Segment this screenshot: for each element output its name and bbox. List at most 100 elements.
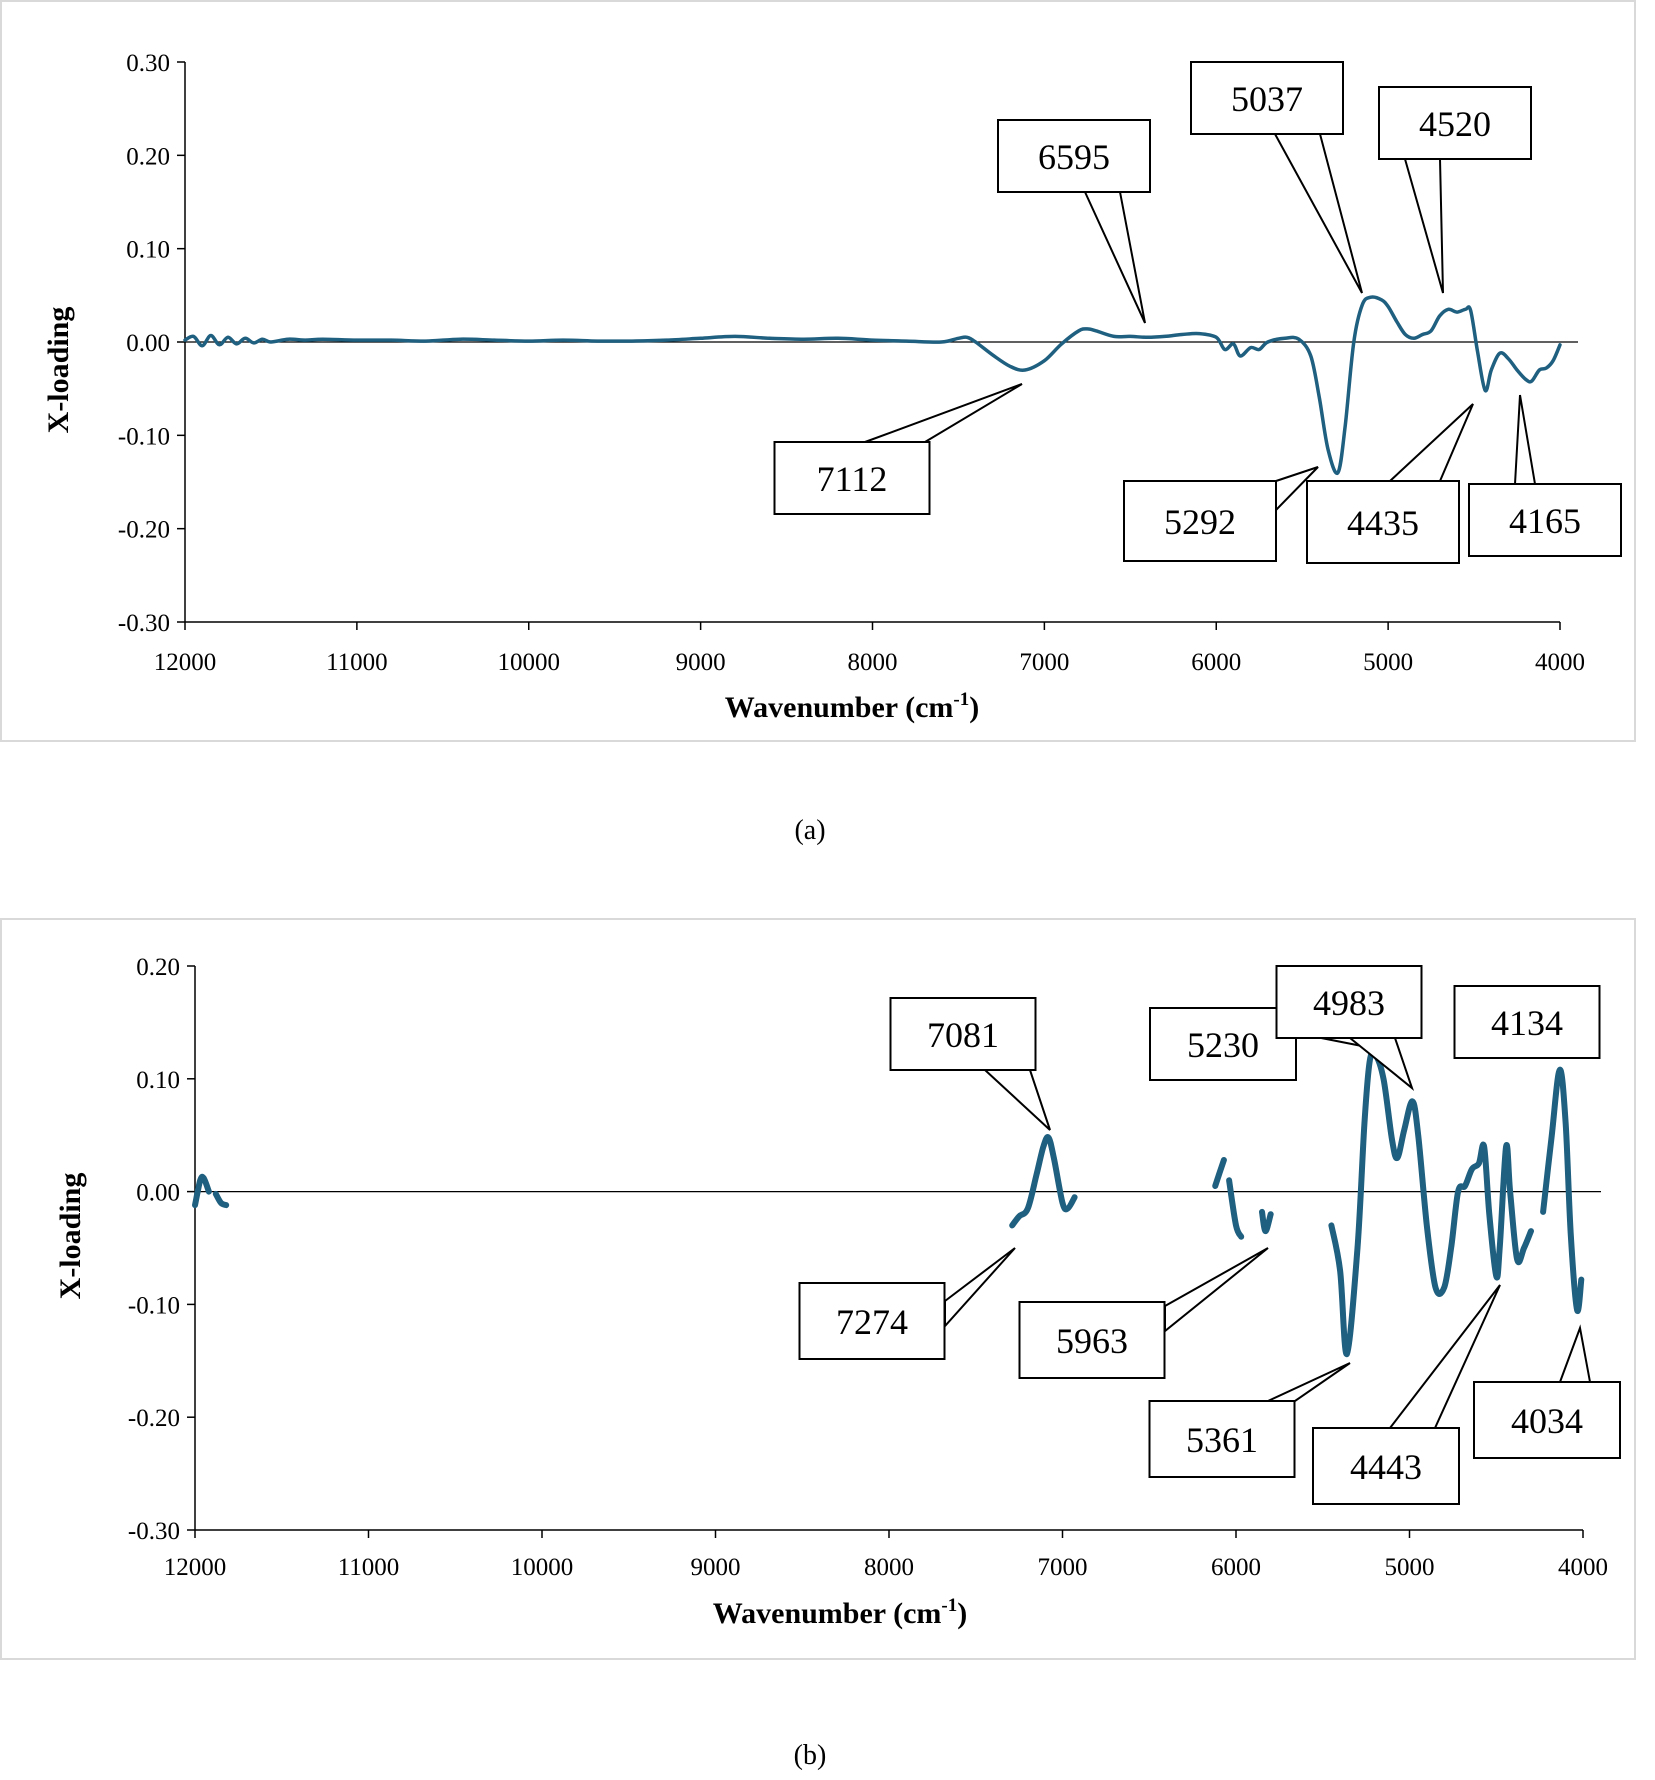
chart-b-x-label-main: Wavenumber (cm bbox=[713, 1597, 942, 1630]
callout-label: 4034 bbox=[1511, 1401, 1583, 1441]
series-line bbox=[183, 295, 1562, 476]
callout-box bbox=[1312, 1427, 1460, 1505]
chart-a-series bbox=[183, 295, 1562, 476]
x-tick-label: 6000 bbox=[1191, 649, 1241, 676]
callout-label: 4443 bbox=[1350, 1447, 1422, 1487]
caption-a: (a) bbox=[794, 815, 826, 846]
chart-b-y-axis-label: X-loading bbox=[54, 1173, 87, 1300]
x-tick-label: 11000 bbox=[326, 649, 388, 676]
chart-a-frame bbox=[0, 0, 1636, 742]
callout-4443: 4443 bbox=[1312, 1284, 1501, 1505]
callout-4983: 4983 bbox=[1275, 965, 1423, 1091]
callout-box bbox=[1453, 985, 1601, 1059]
series-line bbox=[212, 1190, 230, 1209]
callout-box bbox=[773, 441, 931, 515]
series-line bbox=[1259, 1208, 1274, 1235]
x-tick-label: 10000 bbox=[511, 1554, 574, 1581]
callout-7274: 7274 bbox=[798, 1247, 1016, 1360]
callout-label: 5292 bbox=[1164, 502, 1236, 542]
y-tick-label: 0.10 bbox=[136, 1067, 180, 1094]
series-line bbox=[1212, 1157, 1227, 1189]
callout-label: 4983 bbox=[1313, 983, 1385, 1023]
chart-a-annotations: 7112 6595 5037 4520 5292 4435 4165 bbox=[773, 61, 1622, 564]
x-tick-label: 5000 bbox=[1385, 1554, 1435, 1581]
series-line bbox=[1328, 1049, 1534, 1358]
y-tick-label: 0.20 bbox=[136, 954, 180, 981]
callout-box bbox=[1306, 480, 1460, 564]
chart-a: 0.30 0.20 0.10 0.00 -0.10 -0.20 -0.30 12000 1100… bbox=[0, 0, 1636, 742]
chart-b: 0.20 0.10 0.00 -0.10 -0.20 -0.30 12000 11000 100… bbox=[0, 918, 1636, 1660]
x-tick-label: 4000 bbox=[1558, 1554, 1608, 1581]
callout-box bbox=[1123, 480, 1277, 562]
chart-a-x-axis-label: Wavenumber (cm-1) bbox=[725, 689, 979, 724]
x-tick-label: 12000 bbox=[164, 1554, 227, 1581]
chart-b-series bbox=[192, 1049, 1585, 1358]
callout-6595: 6595 bbox=[997, 119, 1151, 324]
series-line bbox=[1009, 1134, 1078, 1229]
callout-box bbox=[1275, 965, 1423, 1039]
y-tick-label: -0.30 bbox=[118, 610, 170, 637]
callout-box bbox=[1018, 1301, 1166, 1379]
callout-5037: 5037 bbox=[1190, 61, 1363, 294]
x-tick-label: 9000 bbox=[691, 1554, 741, 1581]
x-tick-label: 11000 bbox=[338, 1554, 400, 1581]
chart-b-annotations: 7081 5230 4983 4134 7274 5963 5361 4443 4034 bbox=[798, 965, 1621, 1505]
y-tick-label: 0.20 bbox=[126, 143, 170, 170]
x-tick-label: 5000 bbox=[1363, 649, 1413, 676]
callout-4134: 4134 bbox=[1453, 985, 1601, 1059]
callout-box bbox=[798, 1282, 946, 1360]
callout-7112: 7112 bbox=[773, 383, 1023, 515]
callout-box bbox=[997, 119, 1151, 193]
callout-label: 5037 bbox=[1231, 79, 1303, 119]
callout-label: 4165 bbox=[1509, 501, 1581, 541]
chart-a-y-axis-label: X-loading bbox=[42, 307, 75, 434]
callout-box bbox=[1468, 483, 1622, 557]
callout-box bbox=[1190, 61, 1344, 135]
callout-label: 4134 bbox=[1491, 1003, 1563, 1043]
chart-b-x-label-sup: -1 bbox=[941, 1595, 957, 1616]
x-tick-label: 10000 bbox=[498, 649, 561, 676]
x-tick-label: 12000 bbox=[154, 649, 217, 676]
y-tick-label: 0.30 bbox=[126, 50, 170, 77]
y-tick-label: -0.20 bbox=[118, 517, 170, 544]
y-tick-label: -0.10 bbox=[118, 423, 170, 450]
callout-label: 7274 bbox=[836, 1302, 908, 1342]
callout-label: 5361 bbox=[1186, 1420, 1258, 1460]
caption-b: (b) bbox=[793, 1740, 827, 1771]
x-tick-label: 9000 bbox=[676, 649, 726, 676]
x-tick-label: 4000 bbox=[1535, 649, 1585, 676]
callout-label: 7081 bbox=[927, 1015, 999, 1055]
callout-4520: 4520 bbox=[1378, 86, 1532, 294]
x-tick-label: 8000 bbox=[864, 1554, 914, 1581]
y-tick-label: 0.00 bbox=[136, 1180, 180, 1207]
x-tick-label: 6000 bbox=[1211, 1554, 1261, 1581]
callout-4034: 4034 bbox=[1473, 1324, 1621, 1459]
callout-label: 5230 bbox=[1187, 1025, 1259, 1065]
chart-a-axes: 0.30 0.20 0.10 0.00 -0.10 -0.20 -0.30 12000 1100… bbox=[118, 50, 1585, 676]
series-line bbox=[192, 1173, 212, 1209]
callout-label: 4520 bbox=[1419, 104, 1491, 144]
callout-5292: 5292 bbox=[1123, 466, 1319, 562]
chart-b-x-axis-label: Wavenumber (cm-1) bbox=[713, 1595, 967, 1630]
callout-box bbox=[1378, 86, 1532, 160]
series-line bbox=[1226, 1177, 1245, 1240]
x-tick-label: 7000 bbox=[1019, 649, 1069, 676]
callout-box bbox=[889, 997, 1037, 1071]
y-tick-label: 0.10 bbox=[126, 237, 170, 264]
x-tick-label: 7000 bbox=[1038, 1554, 1088, 1581]
chart-a-x-label-main: Wavenumber (cm bbox=[725, 691, 954, 724]
series-line bbox=[1540, 1066, 1585, 1314]
callout-5361: 5361 bbox=[1148, 1362, 1351, 1478]
y-tick-label: 0.00 bbox=[126, 330, 170, 357]
callout-box bbox=[1473, 1381, 1621, 1459]
callout-label: 6595 bbox=[1038, 137, 1110, 177]
y-tick-label: -0.30 bbox=[128, 1518, 180, 1545]
callout-4435: 4435 bbox=[1306, 403, 1474, 564]
chart-a-x-label-tail: ) bbox=[969, 691, 979, 724]
y-tick-label: -0.20 bbox=[128, 1405, 180, 1432]
chart-b-x-label-tail: ) bbox=[957, 1597, 967, 1630]
callout-5963: 5963 bbox=[1018, 1247, 1269, 1379]
x-tick-label: 8000 bbox=[848, 649, 898, 676]
callout-label: 7112 bbox=[817, 459, 888, 499]
callout-4165: 4165 bbox=[1468, 394, 1622, 557]
